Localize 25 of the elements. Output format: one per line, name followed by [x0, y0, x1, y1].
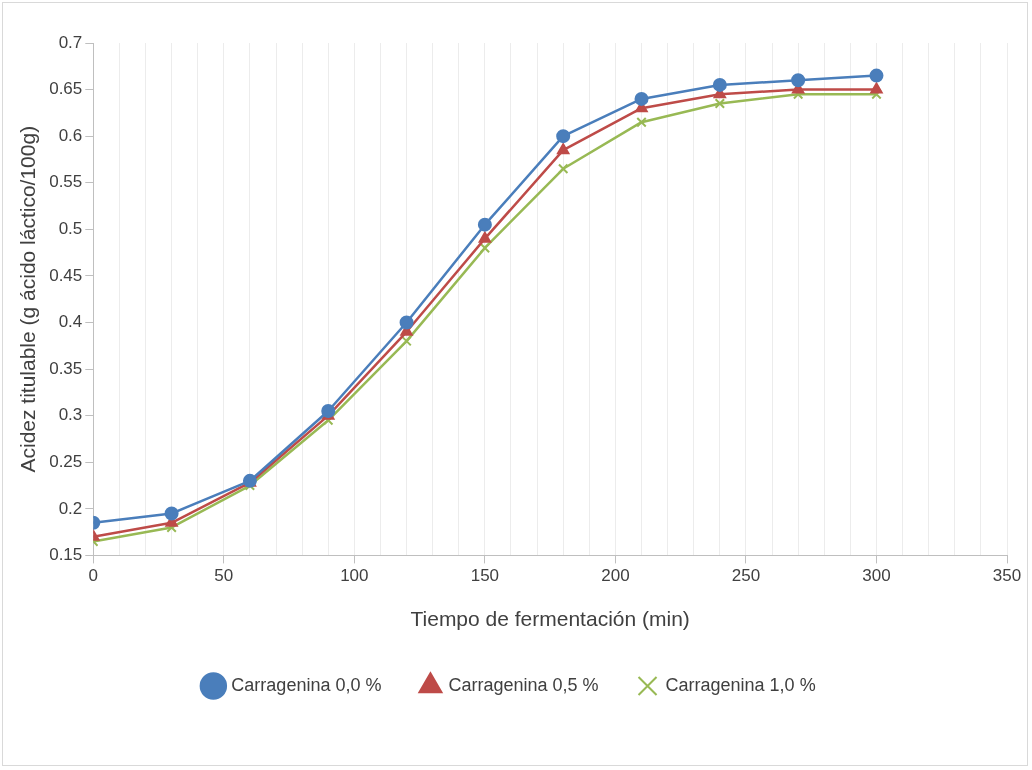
x-tick-label: 300 [862, 566, 891, 586]
y-tick-label: 0.2 [58, 498, 83, 518]
y-tick-label: 0.6 [58, 125, 83, 145]
y-tick-label: 0.65 [49, 79, 83, 99]
x-tick-label: 150 [470, 566, 500, 586]
y-tick-label: 0.35 [49, 358, 83, 378]
y-tick-label: 0.25 [49, 451, 83, 471]
x-axis-title: Tiempo de fermentación (min) [410, 607, 690, 631]
x-tick-label: 50 [214, 566, 234, 586]
legend-label: Carragenina 0,5 % [448, 674, 599, 695]
x-tick-label: 200 [601, 566, 630, 586]
x-tick-label: 0 [88, 566, 99, 586]
legend-label: Carragenina 0,0 % [231, 674, 382, 695]
x-tick-label: 350 [992, 566, 1022, 586]
x-tick-label: 250 [731, 566, 761, 586]
legend-label: Carragenina 1,0 % [665, 674, 816, 695]
y-axis-title: Acidez titulable (g ácido láctico/100g) [16, 125, 40, 473]
x-tick-label: 100 [340, 566, 369, 586]
y-tick-label: 0.15 [49, 545, 83, 565]
y-tick-label: 0.3 [58, 405, 83, 425]
y-tick-label: 0.7 [58, 32, 83, 52]
y-tick-label: 0.55 [49, 172, 83, 192]
y-tick-label: 0.45 [49, 265, 83, 285]
y-tick-label: 0.5 [58, 219, 83, 239]
y-tick-label: 0.4 [58, 312, 83, 332]
